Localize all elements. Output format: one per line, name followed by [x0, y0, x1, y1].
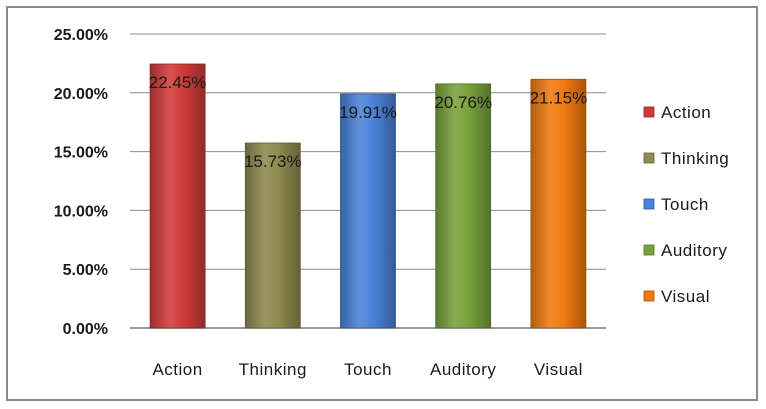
bar-touch: [340, 93, 396, 329]
legend-label-action: Action: [661, 103, 711, 122]
data-label-touch: 19.91%: [339, 103, 397, 122]
x-axis-ticks: Action Thinking Touch Auditory Visual: [152, 360, 582, 379]
bar-chart: 0.00% 5.00% 10.00% 15.00% 20.00% 25.00% 22.45…: [54, 27, 729, 379]
legend-label-visual: Visual: [661, 287, 710, 306]
data-label-action: 22.45%: [149, 73, 207, 92]
legend-swatch-action: [643, 106, 655, 118]
y-tick-label: 10.00%: [54, 203, 108, 220]
y-tick-label: 15.00%: [54, 145, 108, 162]
data-label-visual: 21.15%: [530, 88, 588, 107]
y-tick-label: 25.00%: [54, 27, 108, 44]
legend-label-thinking: Thinking: [661, 149, 729, 168]
data-label-auditory: 20.76%: [434, 93, 492, 112]
x-tick-label: Action: [152, 360, 202, 379]
legend: Action Thinking Touch Auditory Visual: [643, 103, 729, 306]
data-label-thinking: 15.73%: [244, 152, 302, 171]
x-tick-label: Thinking: [239, 360, 307, 379]
bars: [149, 63, 587, 329]
legend-label-auditory: Auditory: [661, 241, 727, 260]
legend-swatch-visual: [643, 290, 655, 302]
y-tick-label: 0.00%: [63, 321, 108, 338]
legend-swatch-touch: [643, 198, 655, 210]
y-tick-label: 5.00%: [63, 262, 108, 279]
legend-swatch-thinking: [643, 152, 655, 164]
y-tick-label: 20.00%: [54, 86, 108, 103]
chart-frame: 0.00% 5.00% 10.00% 15.00% 20.00% 25.00% 22.45…: [6, 6, 758, 401]
x-tick-label: Touch: [344, 360, 392, 379]
bar-auditory: [435, 83, 492, 329]
bar-visual: [530, 78, 587, 329]
data-labels: 22.45% 15.73% 19.91% 20.76% 21.15%: [149, 73, 587, 171]
legend-swatch-auditory: [643, 244, 655, 256]
bar-thinking: [244, 142, 301, 329]
x-tick-label: Visual: [534, 360, 583, 379]
y-axis-ticks: 0.00% 5.00% 10.00% 15.00% 20.00% 25.00%: [54, 27, 108, 338]
bar-action: [149, 63, 206, 329]
x-tick-label: Auditory: [430, 360, 496, 379]
legend-label-touch: Touch: [661, 195, 709, 214]
